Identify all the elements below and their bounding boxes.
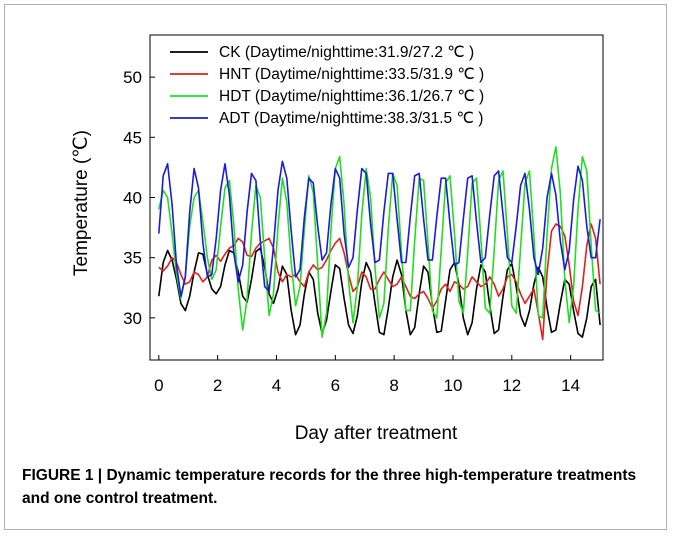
x-tick-label: 0 — [154, 376, 163, 395]
x-tick-label: 14 — [561, 376, 580, 395]
y-tick-label: 35 — [123, 249, 142, 268]
y-axis-label: Temperature (℃) — [71, 130, 92, 276]
temperature-chart: 30 35 40 45 50 0 2 4 6 8 10 12 14 CK (Daytime/night… — [71, 34, 604, 444]
x-tick-label: 6 — [331, 376, 340, 395]
legend-label-0: CK (Daytime/nighttime:31.9/27.2 ℃ ) — [219, 44, 474, 61]
legend-label-3: ADT (Daytime/nighttime:38.3/31.5 ℃ ) — [219, 110, 483, 127]
caption-text: Dynamic temperature records for the thre… — [22, 467, 637, 507]
series-line-2 — [158, 146, 601, 338]
x-tick-label: 8 — [389, 376, 398, 395]
y-axis: 30 35 40 45 50 — [123, 68, 155, 328]
x-tick-label: 12 — [502, 376, 521, 395]
x-tick-label: 4 — [272, 376, 281, 395]
figure-container: 30 35 40 45 50 0 2 4 6 8 10 12 14 CK (Daytime/night… — [4, 4, 667, 530]
series-line-1 — [158, 223, 601, 341]
y-tick-label: 40 — [123, 189, 142, 208]
series-line-3 — [158, 160, 601, 298]
x-tick-label: 10 — [444, 376, 463, 395]
caption-label: FIGURE 1 | — [22, 467, 103, 484]
legend-label-1: HNT (Daytime/nighttime:33.5/31.9 ℃ ) — [219, 66, 484, 83]
y-tick-label: 30 — [123, 309, 142, 328]
y-tick-label: 50 — [123, 68, 142, 87]
y-tick-label: 45 — [123, 128, 142, 147]
x-axis: 0 2 4 6 8 10 12 14 — [154, 355, 580, 395]
legend-label-2: HDT (Daytime/nighttime:36.1/26.7 ℃ ) — [219, 88, 484, 105]
x-tick-label: 2 — [213, 376, 222, 395]
x-axis-label: Day after treatment — [295, 423, 458, 444]
series-layer — [158, 146, 601, 341]
series-line-0 — [158, 247, 601, 338]
legend: CK (Daytime/nighttime:31.9/27.2 ℃ ) HNT (… — [170, 44, 484, 127]
figure-caption: FIGURE 1 | Dynamic temperature records f… — [22, 464, 652, 510]
